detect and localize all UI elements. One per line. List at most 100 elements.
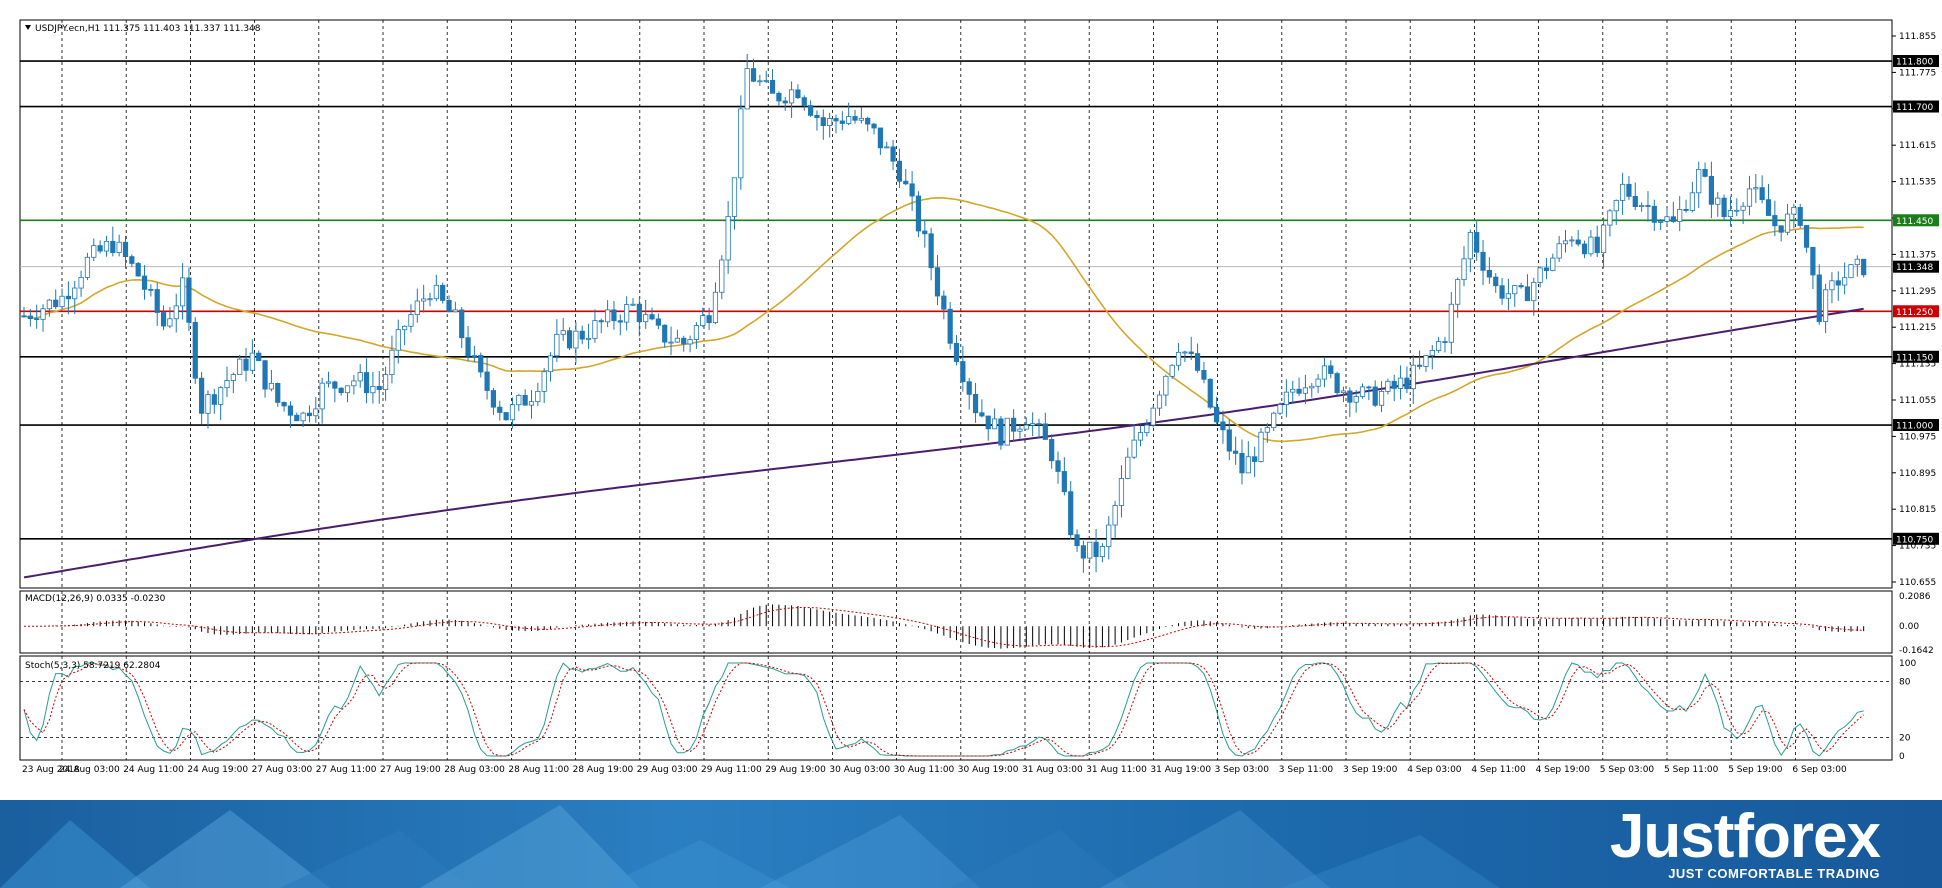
candle-body bbox=[611, 309, 617, 322]
candle-body bbox=[1651, 205, 1657, 223]
brand-slogan: JUST COMFORTABLE TRADING bbox=[1668, 866, 1880, 881]
candle-body bbox=[1721, 197, 1727, 218]
candle-body bbox=[972, 393, 979, 414]
time-label: 6 Sep 03:00 bbox=[1792, 765, 1847, 775]
candle-body bbox=[712, 291, 719, 324]
justforex-logo: Justforex bbox=[1609, 802, 1881, 871]
candle-body bbox=[1588, 236, 1594, 255]
candle-body bbox=[846, 116, 852, 124]
candle-body bbox=[446, 300, 452, 313]
candle-body bbox=[325, 381, 332, 384]
candle-body bbox=[1670, 216, 1676, 222]
candle-body bbox=[389, 349, 395, 376]
candle-body bbox=[370, 385, 376, 394]
candle-body bbox=[27, 315, 33, 320]
chart-window[interactable]: 111.855111.775111.695111.615111.535111.4… bbox=[0, 0, 1942, 800]
candle-body bbox=[884, 146, 890, 149]
time-label: 4 Sep 03:00 bbox=[1407, 765, 1462, 775]
candle-body bbox=[281, 402, 287, 407]
candle-body bbox=[1518, 285, 1524, 288]
candle-body bbox=[192, 321, 198, 379]
candle-body bbox=[237, 358, 243, 375]
candle-body bbox=[275, 382, 281, 403]
candle-body bbox=[1290, 388, 1296, 393]
time-label: 30 Aug 03:00 bbox=[829, 765, 890, 775]
brand-banner: Justforex JUST COMFORTABLE TRADING bbox=[0, 800, 1942, 888]
candle-body bbox=[941, 295, 947, 310]
time-label: 29 Aug 03:00 bbox=[637, 765, 698, 775]
candle-body bbox=[700, 315, 706, 327]
candle-body bbox=[808, 105, 814, 116]
macd-label: MACD(12,26,9) 0.0335 -0.0230 bbox=[25, 594, 166, 604]
candle-body bbox=[1829, 280, 1835, 291]
candle-body bbox=[1436, 341, 1442, 351]
candle-body bbox=[351, 380, 357, 387]
candle-body bbox=[1562, 240, 1569, 245]
candle-body bbox=[1074, 534, 1080, 547]
candle-body bbox=[985, 415, 991, 430]
stoch-tick-label: 80 bbox=[1899, 678, 1911, 688]
candle-body bbox=[1226, 429, 1232, 452]
chart-canvas[interactable]: 111.855111.775111.695111.615111.535111.4… bbox=[0, 0, 1942, 800]
candle-body bbox=[256, 352, 262, 362]
candle-body bbox=[332, 381, 338, 389]
candle-body bbox=[497, 406, 503, 413]
candle-body bbox=[827, 118, 833, 127]
candle-body bbox=[693, 325, 700, 340]
candle-body bbox=[40, 308, 46, 320]
candle-body bbox=[1626, 183, 1632, 197]
candle-body bbox=[1664, 216, 1670, 222]
candle-body bbox=[300, 412, 306, 422]
candle-body bbox=[1594, 236, 1600, 254]
macd-tick-label: -0.1642 bbox=[1899, 646, 1934, 656]
candle-body bbox=[1315, 378, 1321, 387]
candle-body bbox=[1239, 453, 1245, 474]
candle-body bbox=[1309, 385, 1315, 389]
price-tick-label: 110.895 bbox=[1899, 469, 1936, 479]
candle-body bbox=[249, 352, 255, 371]
time-label: 31 Aug 03:00 bbox=[1022, 765, 1083, 775]
time-label: 28 Aug 11:00 bbox=[508, 765, 569, 775]
candle-body bbox=[1404, 377, 1410, 390]
candle-body bbox=[1524, 286, 1531, 302]
candle-body bbox=[262, 360, 268, 390]
time-label: 24 Aug 19:00 bbox=[187, 765, 248, 775]
candle-body bbox=[205, 394, 211, 414]
time-label: 29 Aug 19:00 bbox=[765, 765, 826, 775]
candle-body bbox=[141, 275, 148, 290]
time-label: 5 Sep 19:00 bbox=[1728, 765, 1783, 775]
candle-body bbox=[1302, 387, 1309, 394]
candle-body bbox=[230, 374, 236, 381]
candle-body bbox=[427, 298, 433, 301]
candlestick-series bbox=[21, 53, 1867, 573]
candle-body bbox=[1334, 373, 1340, 394]
candle-body bbox=[1645, 205, 1651, 207]
stoch-pane[interactable] bbox=[19, 655, 1893, 761]
candle-body bbox=[1093, 541, 1099, 558]
candle-body bbox=[1537, 267, 1543, 283]
candle-body bbox=[776, 92, 782, 102]
candle-body bbox=[903, 180, 909, 185]
time-label: 30 Aug 19:00 bbox=[958, 765, 1019, 775]
candle-body bbox=[1277, 404, 1283, 414]
candle-body bbox=[1550, 257, 1556, 271]
candle-body bbox=[21, 315, 27, 318]
time-label: 29 Aug 11:00 bbox=[701, 765, 762, 775]
candle-body bbox=[624, 304, 630, 323]
candle-body bbox=[1429, 350, 1435, 356]
candle-body bbox=[1233, 450, 1239, 454]
price-pane[interactable] bbox=[19, 19, 1893, 589]
candle-body bbox=[1505, 293, 1512, 299]
macd-pane[interactable] bbox=[19, 590, 1893, 654]
current-price-badge bbox=[1893, 260, 1939, 273]
candle-body bbox=[649, 314, 655, 320]
price-tick-label: 111.375 bbox=[1899, 250, 1936, 260]
candle-body bbox=[687, 339, 693, 345]
candle-body bbox=[706, 315, 712, 324]
candle-body bbox=[560, 330, 566, 335]
candle-body bbox=[167, 318, 173, 327]
candle-body bbox=[122, 241, 129, 258]
candle-body bbox=[1011, 417, 1017, 432]
candle-body bbox=[1810, 246, 1816, 276]
triangle-down-icon[interactable] bbox=[25, 25, 31, 30]
